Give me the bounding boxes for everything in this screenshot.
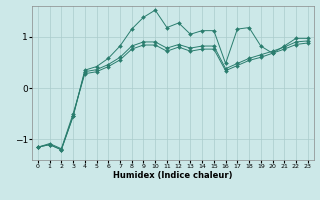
- X-axis label: Humidex (Indice chaleur): Humidex (Indice chaleur): [113, 171, 233, 180]
